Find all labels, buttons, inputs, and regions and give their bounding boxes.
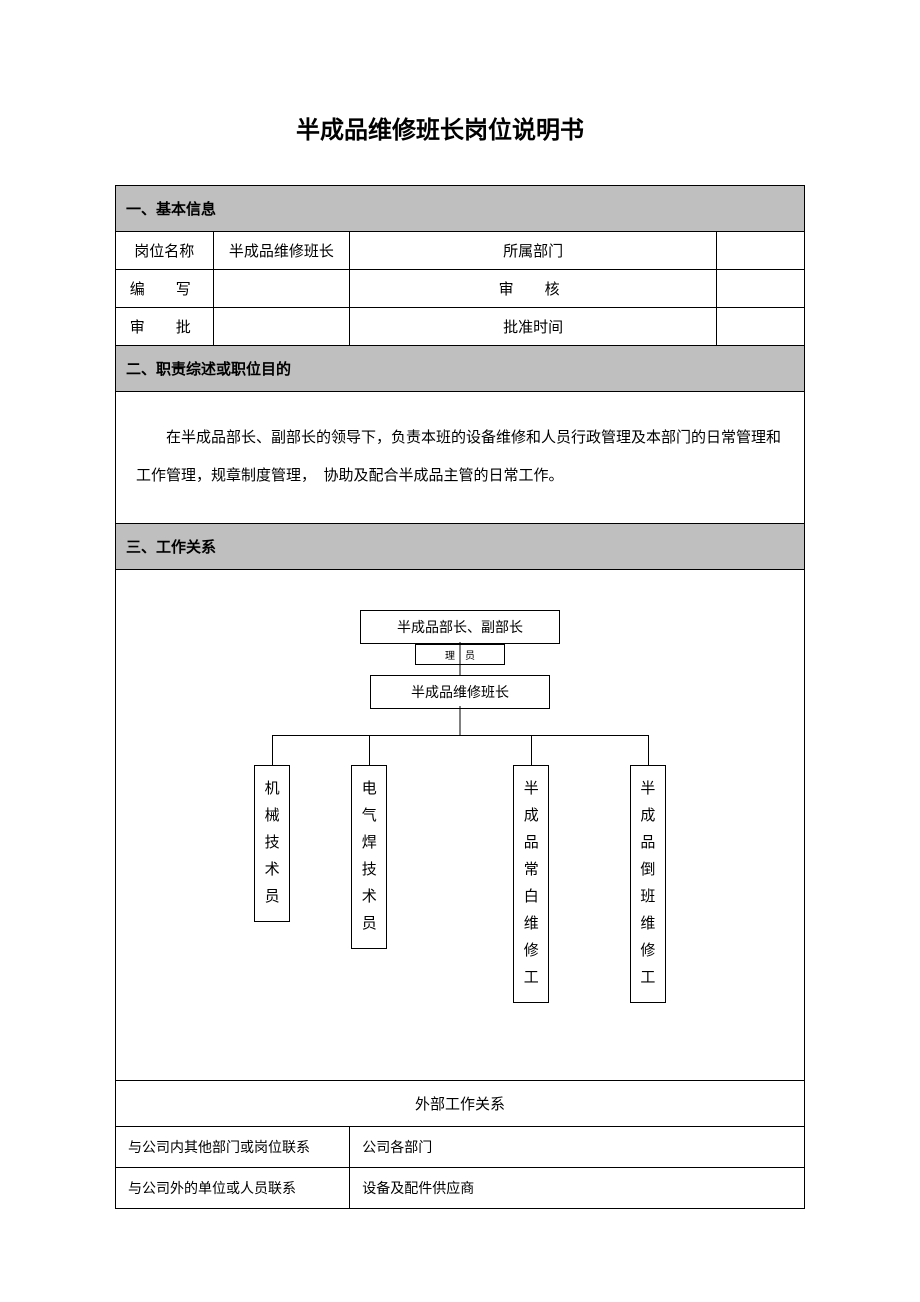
info-row-3: 审 批 批准时间 <box>116 308 805 346</box>
value-writer <box>213 270 350 308</box>
label-writer: 编 写 <box>116 270 214 308</box>
ext-label-external: 与公司外的单位或人员联系 <box>116 1168 350 1209</box>
section-relations-header: 三、工作关系 <box>116 524 805 570</box>
org-line <box>272 735 273 765</box>
ext-value-external: 设备及配件供应商 <box>350 1168 805 1209</box>
ext-label-internal: 与公司内其他部门或岗位联系 <box>116 1127 350 1168</box>
org-chart-cell: 理 员 半成品部长、副部长 半成品维修班长 机械技术员电气焊技术员半成品常白维修… <box>116 570 805 1081</box>
value-department <box>717 232 805 270</box>
label-approver: 审 批 <box>116 308 214 346</box>
ext-row-2: 与公司外的单位或人员联系 设备及配件供应商 <box>116 1168 805 1209</box>
label-department: 所属部门 <box>350 232 717 270</box>
org-chart: 理 员 半成品部长、副部长 半成品维修班长 机械技术员电气焊技术员半成品常白维修… <box>136 610 784 1050</box>
label-approve-time: 批准时间 <box>350 308 717 346</box>
main-table: 一、基本信息 岗位名称 半成品维修班长 所属部门 编 写 审 核 审 批 批准时… <box>115 185 805 1209</box>
value-approve-time <box>717 308 805 346</box>
org-leaf-box-2: 半成品常白维修工 <box>513 765 549 1003</box>
summary-text: 在半成品部长、副部长的领导下，负责本班的设备维修和人员行政管理及本部门的日常管理… <box>116 392 805 524</box>
org-leaf-box-0: 机械技术员 <box>254 765 290 922</box>
org-box-top: 半成品部长、副部长 <box>360 610 560 644</box>
label-reviewer: 审 核 <box>350 270 717 308</box>
ext-value-internal: 公司各部门 <box>350 1127 805 1168</box>
org-box-mid: 半成品维修班长 <box>370 675 550 709</box>
value-position-name: 半成品维修班长 <box>213 232 350 270</box>
org-line <box>531 735 532 765</box>
section-basic-info-header: 一、基本信息 <box>116 186 805 232</box>
org-line <box>369 735 370 765</box>
label-position-name: 岗位名称 <box>116 232 214 270</box>
info-row-1: 岗位名称 半成品维修班长 所属部门 <box>116 232 805 270</box>
external-relations-header: 外部工作关系 <box>116 1081 805 1127</box>
page-title: 半成品维修班长岗位说明书 <box>75 110 805 145</box>
info-row-2: 编 写 审 核 <box>116 270 805 308</box>
org-leaf-box-3: 半成品倒班维修工 <box>630 765 666 1003</box>
ext-row-1: 与公司内其他部门或岗位联系 公司各部门 <box>116 1127 805 1168</box>
value-reviewer <box>717 270 805 308</box>
org-line <box>460 642 461 675</box>
org-line <box>648 735 649 765</box>
org-leaf-box-1: 电气焊技术员 <box>351 765 387 949</box>
org-line <box>460 706 461 736</box>
value-approver <box>213 308 350 346</box>
org-line <box>272 735 648 736</box>
section-summary-header: 二、职责综述或职位目的 <box>116 346 805 392</box>
